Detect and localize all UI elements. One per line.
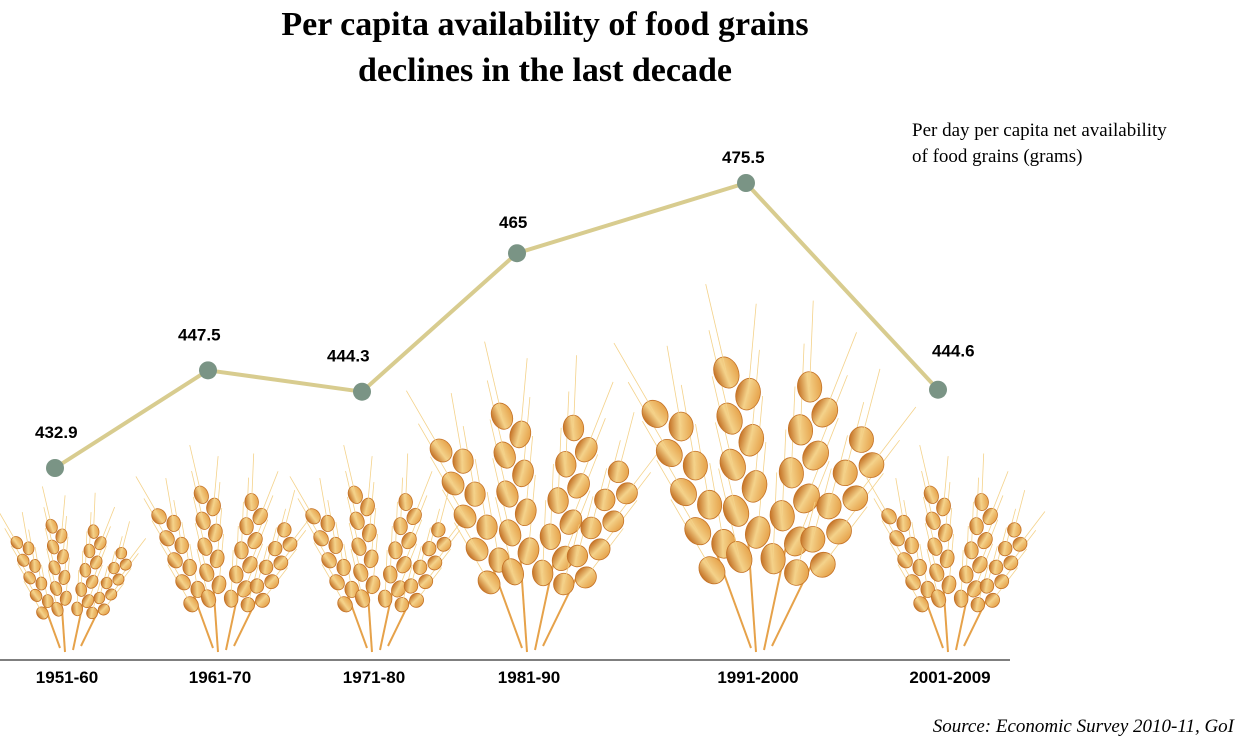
wheat-bunch	[865, 444, 1046, 653]
data-label: 447.5	[178, 325, 221, 344]
data-label: 475.5	[722, 148, 765, 167]
series-line	[53, 181, 940, 470]
wheat-bunch	[135, 444, 316, 653]
wheat-bunch	[289, 444, 470, 653]
wheat-bunch	[613, 284, 917, 653]
series-label: Per day per capita net availability of f…	[912, 118, 1167, 170]
data-label: 432.9	[35, 423, 78, 442]
data-point	[353, 382, 371, 401]
chart-title: Per capita availability of food grains d…	[150, 2, 940, 94]
wheat-bunch	[406, 341, 665, 653]
data-point	[929, 380, 947, 399]
series-label-line2: of food grains (grams)	[912, 146, 1083, 167]
x-tick-label: 1961-70	[189, 668, 251, 687]
data-point	[508, 244, 526, 263]
chart-title-line1: Per capita availability of food grains	[281, 6, 809, 43]
data-point	[199, 361, 217, 380]
data-label: 444.3	[327, 347, 370, 366]
source-note: Source: Economic Survey 2010-11, GoI	[932, 716, 1234, 737]
data-point	[46, 459, 64, 477]
data-label: 444.6	[932, 342, 975, 361]
data-label: 465	[499, 213, 527, 232]
data-point	[737, 174, 755, 192]
wheat-bunch	[0, 486, 147, 653]
x-tick-label: 1991-2000	[717, 668, 798, 687]
x-tick-label: 1951-60	[36, 668, 98, 687]
chart-title-line2: declines in the last decade	[358, 52, 732, 89]
x-tick-label: 1981-90	[498, 668, 560, 687]
series-label-line1: Per day per capita net availability	[912, 120, 1167, 141]
x-tick-label: 2001-2009	[909, 668, 990, 687]
x-tick-label: 1971-80	[343, 668, 405, 687]
